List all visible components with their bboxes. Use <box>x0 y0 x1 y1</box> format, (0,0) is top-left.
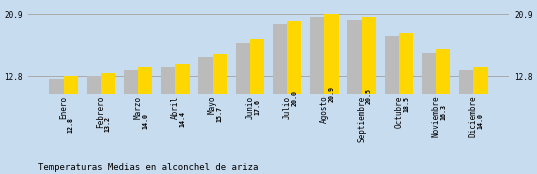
Bar <box>310 17 324 174</box>
Bar <box>436 49 451 174</box>
Text: 16.3: 16.3 <box>440 104 446 120</box>
Bar <box>63 76 78 174</box>
Bar <box>459 70 474 174</box>
Text: 14.0: 14.0 <box>477 113 483 129</box>
Bar <box>138 67 153 174</box>
Bar <box>176 64 190 174</box>
Bar <box>361 17 376 174</box>
Text: 12.8: 12.8 <box>68 117 74 133</box>
Bar <box>273 24 287 174</box>
Text: 14.0: 14.0 <box>142 113 148 129</box>
Bar <box>101 73 115 174</box>
Bar <box>86 76 101 174</box>
Bar <box>161 67 176 174</box>
Text: 20.5: 20.5 <box>366 88 372 104</box>
Bar <box>384 36 399 174</box>
Bar <box>199 57 213 174</box>
Bar <box>236 43 250 174</box>
Bar <box>250 39 264 174</box>
Text: Temperaturas Medias en alconchel de ariza: Temperaturas Medias en alconchel de ariz… <box>38 163 258 172</box>
Text: 20.0: 20.0 <box>291 90 297 106</box>
Bar <box>324 14 338 174</box>
Bar <box>213 54 227 174</box>
Bar <box>474 67 488 174</box>
Bar <box>287 21 301 174</box>
Text: 17.6: 17.6 <box>254 99 260 115</box>
Bar <box>422 53 436 174</box>
Text: 15.7: 15.7 <box>217 106 223 122</box>
Bar <box>399 33 413 174</box>
Text: 20.9: 20.9 <box>329 86 335 102</box>
Text: 13.2: 13.2 <box>105 116 111 132</box>
Bar <box>124 70 138 174</box>
Text: 14.4: 14.4 <box>179 111 185 127</box>
Bar <box>347 20 361 174</box>
Bar <box>49 79 63 174</box>
Text: 18.5: 18.5 <box>403 96 409 112</box>
